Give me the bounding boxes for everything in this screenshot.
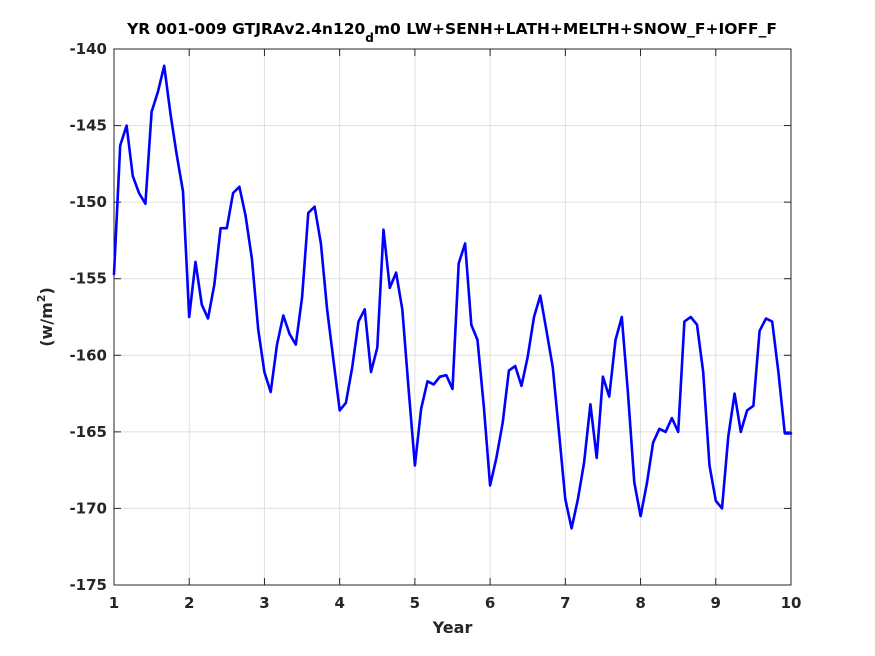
chart-title: YR 001-009 GTJRAv2.4n120dm0 LW+SENH+LATH… (126, 20, 777, 45)
chart-title-suffix: m0 LW+SENH+LATH+MELTH+SNOW_F+IOFF_F (374, 20, 777, 38)
tick-marks (113, 48, 792, 586)
series-group (112, 64, 793, 530)
x-axis-label: Year (432, 618, 473, 637)
y-tick-label: -155 (69, 270, 107, 288)
x-tick-label: 9 (711, 594, 721, 612)
x-tick-label: 1 (109, 594, 119, 612)
chart-title-subscript: d (365, 31, 374, 45)
y-axis-label-prefix: (w/m (37, 302, 56, 347)
x-tick-label: 4 (334, 594, 344, 612)
series-line (112, 64, 793, 530)
y-tick-label: -165 (69, 423, 107, 441)
chart-title-prefix: YR 001-009 GTJRAv2.4n120 (126, 20, 365, 38)
y-tick-label: -140 (69, 40, 107, 58)
y-tick-label: -160 (69, 346, 107, 364)
x-tick-label: 6 (485, 594, 495, 612)
y-tick-label: -145 (69, 117, 107, 135)
y-tick-label: -150 (69, 193, 107, 211)
x-tick-label: 2 (184, 594, 194, 612)
y-axis-label-suffix: ) (37, 287, 56, 294)
x-tick-label: 3 (259, 594, 269, 612)
y-tick-label: -175 (69, 576, 107, 594)
x-tick-label: 5 (410, 594, 420, 612)
y-axis-label: (w/m2) (35, 287, 56, 347)
x-tick-label: 10 (781, 594, 802, 612)
y-axis-label-superscript: 2 (35, 295, 48, 303)
y-tick-labels: -175 -170 -165 -160 -155 -150 -145 -140 (69, 40, 107, 594)
x-tick-labels: 1 2 3 4 5 6 7 8 9 10 (109, 594, 802, 612)
x-tick-label: 8 (635, 594, 645, 612)
plot-area-frame (113, 48, 792, 586)
x-tick-label: 7 (560, 594, 570, 612)
y-tick-label: -170 (69, 499, 107, 517)
